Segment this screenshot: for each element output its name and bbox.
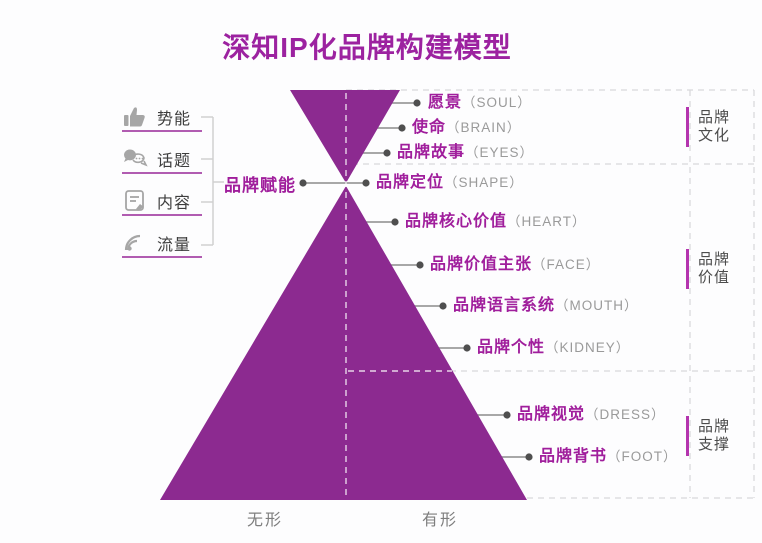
list-item-label: 内容 — [157, 194, 192, 212]
pyramid-row-shape: 品牌定位（SHAPE） — [376, 172, 524, 194]
list-item-label: 势能 — [157, 110, 192, 128]
row-cn-label: 品牌背书 — [539, 448, 608, 465]
row-en-label: （BRAIN） — [446, 120, 522, 135]
row-cn-label: 品牌语言系统 — [453, 297, 556, 314]
row-en-label: （SOUL） — [462, 95, 532, 110]
pyramid-row-eyes: 品牌故事（EYES） — [397, 142, 534, 164]
row-cn-label: 使命 — [412, 119, 447, 136]
top-inverted-triangle — [290, 90, 400, 183]
dot-hub — [299, 179, 307, 187]
section-label-line: 文化 — [698, 127, 731, 144]
section-label-line: 价值 — [698, 269, 731, 286]
rss-signal-icon — [124, 234, 141, 251]
row-en-label: （FACE） — [532, 257, 601, 272]
dot-foot — [525, 453, 533, 461]
row-en-label: （EYES） — [465, 145, 535, 160]
row-en-label: （SHAPE） — [444, 175, 524, 190]
content-note-icon — [125, 189, 144, 211]
left-bracket — [201, 116, 224, 246]
pyramid-row-face: 品牌价值主张（FACE） — [430, 254, 600, 276]
dot-heart — [391, 218, 399, 226]
row-cn-label: 品牌核心价值 — [405, 213, 508, 230]
row-cn-label: 愿景 — [428, 94, 463, 111]
dot-dress — [503, 411, 511, 419]
row-en-label: （KIDNEY） — [545, 340, 631, 355]
section-label-line: 品牌 — [698, 251, 731, 268]
pyramid-row-kidney: 品牌个性（KIDNEY） — [477, 337, 630, 359]
row-cn-label: 品牌定位 — [376, 174, 445, 191]
pyramid-row-heart: 品牌核心价值（HEART） — [405, 211, 587, 233]
dot-shape — [362, 179, 370, 187]
pyramid-row-brain: 使命（BRAIN） — [412, 117, 521, 139]
page-title: 深知IP化品牌构建模型 — [222, 32, 512, 63]
list-item-topic: 话题 — [122, 145, 202, 174]
section-label-line: 品牌 — [698, 418, 731, 435]
row-en-label: （FOOT） — [607, 449, 678, 464]
row-en-label: （HEART） — [507, 214, 587, 229]
pyramid-row-foot: 品牌背书（FOOT） — [539, 446, 678, 468]
pyramid-row-soul: 愿景（SOUL） — [428, 92, 532, 114]
thumbs-up-icon — [124, 106, 145, 126]
axis-label-intangible: 无形 — [246, 512, 283, 529]
row-en-label: （DRESS） — [585, 407, 666, 422]
section-brand-culture: 品牌 文化 — [686, 107, 730, 147]
dot-mouth — [439, 302, 447, 310]
chat-bubbles-icon — [124, 149, 148, 167]
list-item-potential: 势能 — [122, 103, 202, 132]
row-cn-label: 品牌价值主张 — [430, 256, 533, 273]
list-item-content: 内容 — [122, 187, 202, 216]
row-en-label: （MOUTH） — [555, 298, 639, 313]
list-item-traffic: 流量 — [122, 229, 202, 258]
dot-eyes — [383, 149, 391, 157]
list-item-label: 流量 — [157, 236, 192, 254]
dot-soul — [413, 99, 421, 107]
section-brand-support: 品牌 支撑 — [686, 416, 730, 456]
brand-empowerment-label: 品牌赋能 — [224, 176, 296, 195]
list-item-label: 话题 — [157, 152, 192, 170]
section-brand-value: 品牌 价值 — [686, 249, 730, 289]
section-label-line: 品牌 — [698, 109, 731, 126]
row-cn-label: 品牌个性 — [477, 339, 546, 356]
pyramid-row-mouth: 品牌语言系统（MOUTH） — [453, 295, 639, 317]
axis-label-tangible: 有形 — [421, 512, 458, 529]
row-cn-label: 品牌故事 — [397, 144, 466, 161]
dot-kidney — [463, 344, 471, 352]
row-cn-label: 品牌视觉 — [517, 406, 586, 423]
dot-brain — [398, 124, 406, 132]
pyramid-row-dress: 品牌视觉（DRESS） — [517, 404, 666, 426]
bottom-pyramid-triangle — [160, 186, 527, 500]
dot-face — [416, 261, 424, 269]
section-label-line: 支撑 — [698, 436, 731, 453]
